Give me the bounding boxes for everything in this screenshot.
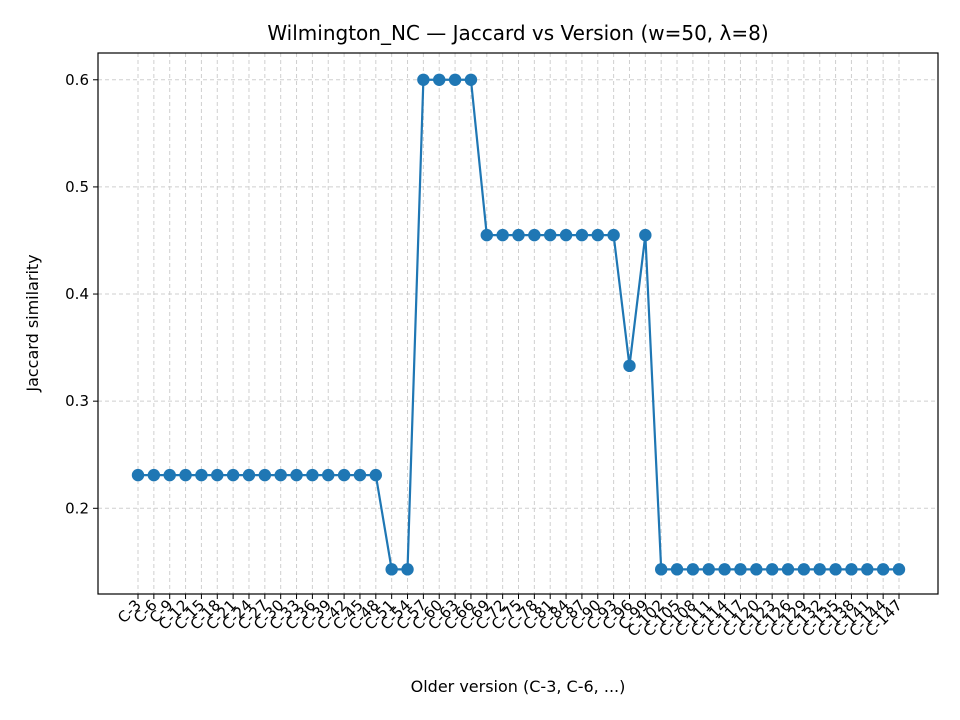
- data-point: [290, 468, 303, 482]
- y-tick-label: 0.4: [65, 285, 89, 303]
- data-point: [195, 468, 208, 482]
- x-axis-ticks: C-3C-6C-9C-12C-15C-18C-21C-24C-27C-30C-3…: [114, 594, 906, 640]
- data-point: [496, 228, 509, 242]
- y-axis-label: Jaccard similarity: [23, 254, 42, 392]
- data-point: [448, 73, 462, 86]
- y-tick-label: 0.3: [65, 392, 89, 410]
- data-point: [559, 228, 573, 242]
- data-point: [639, 228, 652, 242]
- data-point: [845, 563, 858, 576]
- data-point: [512, 228, 525, 242]
- data-point: [258, 468, 272, 482]
- chart-title: Wilmington_NC — Jaccard vs Version (w=50…: [267, 21, 768, 45]
- data-point: [623, 359, 636, 373]
- data-point: [686, 563, 700, 576]
- data-point: [433, 73, 446, 86]
- data-point: [385, 563, 398, 576]
- data-point: [876, 563, 890, 576]
- data-point: [274, 468, 287, 482]
- data-point: [829, 563, 842, 576]
- data-point: [670, 563, 684, 576]
- data-point: [702, 563, 715, 576]
- data-point: [575, 228, 589, 242]
- data-point: [417, 73, 430, 86]
- data-point: [131, 468, 145, 482]
- y-tick-label: 0.2: [65, 499, 89, 517]
- data-point: [718, 563, 731, 576]
- data-point: [813, 563, 826, 576]
- series-layer: [131, 73, 906, 576]
- data-point: [607, 228, 620, 242]
- data-point: [750, 563, 763, 576]
- data-point: [401, 563, 414, 576]
- data-point: [781, 563, 795, 576]
- data-point: [480, 228, 493, 242]
- y-tick-label: 0.6: [65, 71, 89, 89]
- data-point: [861, 563, 874, 576]
- data-point: [544, 228, 557, 242]
- y-axis-ticks: 0.2 0.3 0.4 0.5 0.6: [65, 71, 98, 517]
- data-point: [591, 228, 604, 242]
- data-point: [797, 563, 811, 576]
- data-point: [163, 468, 176, 482]
- data-point: [654, 563, 668, 576]
- x-axis-label: Older version (C-3, C-6, ...): [411, 677, 626, 696]
- y-tick-label: 0.5: [65, 178, 89, 196]
- data-point: [322, 468, 335, 482]
- data-point: [226, 468, 240, 482]
- data-point: [179, 468, 192, 482]
- data-point: [306, 468, 319, 482]
- data-point: [147, 468, 161, 482]
- grid-layer: [98, 53, 938, 594]
- data-point: [242, 468, 256, 482]
- data-point: [734, 563, 747, 576]
- data-point: [353, 468, 367, 482]
- data-point: [464, 73, 478, 86]
- data-point: [369, 468, 383, 482]
- data-point: [337, 468, 351, 482]
- data-point: [765, 563, 779, 576]
- data-point: [211, 468, 224, 482]
- data-point: [892, 563, 906, 576]
- data-point: [528, 228, 541, 242]
- plot-frame: [97, 52, 939, 595]
